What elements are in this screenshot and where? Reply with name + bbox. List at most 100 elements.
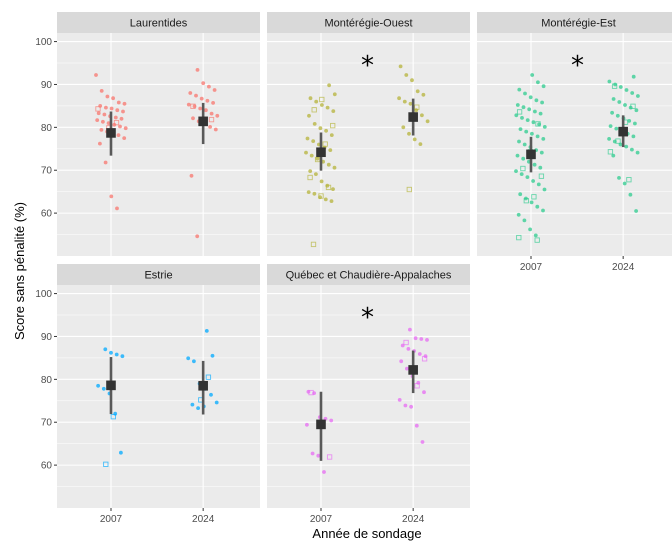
mean-marker [198, 380, 208, 391]
data-point [530, 131, 534, 136]
outlier-point [520, 165, 526, 172]
data-point [116, 100, 121, 105]
data-point [99, 127, 104, 132]
outlier-point [538, 173, 545, 179]
data-point [542, 125, 547, 129]
data-point [196, 406, 201, 410]
data-point [397, 398, 402, 402]
mean-marker [618, 126, 628, 137]
panel-background [57, 285, 260, 508]
outlier-point [318, 193, 324, 199]
x-tick-label: 2007 [310, 514, 333, 525]
outlier-point [406, 186, 412, 193]
data-point [614, 126, 619, 131]
data-point [607, 137, 611, 141]
data-point [408, 101, 413, 106]
panel-title: Montérégie-Ouest [324, 18, 412, 30]
data-point [410, 78, 414, 83]
data-point [215, 113, 220, 118]
data-point [630, 91, 635, 95]
y-tick-label: 80 [41, 375, 53, 386]
data-point [622, 181, 627, 186]
data-point [401, 125, 406, 130]
outlier-point [414, 383, 420, 389]
data-point [422, 390, 426, 395]
data-point [610, 110, 614, 115]
outlier-point [630, 103, 636, 109]
x-tick-label: 2007 [520, 262, 543, 273]
data-point [540, 100, 544, 105]
data-point [533, 233, 538, 238]
data-point [417, 352, 422, 356]
panel-strip [57, 264, 260, 285]
data-point [530, 73, 535, 77]
data-point [409, 404, 413, 409]
outlier-point [307, 174, 313, 181]
significance-asterisk: * [571, 51, 584, 81]
data-point [115, 206, 119, 211]
data-point [322, 470, 326, 474]
data-point [122, 101, 127, 106]
data-point [213, 127, 218, 132]
outlier-point [421, 356, 428, 362]
data-point [109, 194, 114, 199]
outlier-point [208, 116, 215, 123]
data-point [421, 92, 426, 97]
mean-marker [106, 128, 116, 138]
data-point [188, 91, 193, 95]
data-point [318, 126, 323, 131]
data-point [305, 136, 310, 141]
outlier-point [322, 141, 328, 147]
data-point [415, 89, 420, 94]
data-point [515, 153, 520, 158]
panel-strip [267, 12, 470, 33]
data-point [99, 89, 104, 93]
y-tick-label: 80 [41, 123, 53, 134]
data-point [628, 192, 633, 197]
data-point [324, 128, 328, 133]
y-tick-label: 70 [41, 166, 53, 177]
significance-asterisk: * [361, 303, 374, 333]
outlier-point [319, 96, 325, 103]
data-point [516, 212, 521, 217]
data-point [204, 108, 208, 113]
outlier-point [531, 194, 537, 200]
data-point [532, 162, 537, 167]
data-point [534, 98, 539, 103]
data-point [96, 111, 101, 116]
data-point [195, 68, 200, 72]
data-point [304, 150, 308, 155]
data-point [539, 150, 544, 155]
data-point [518, 192, 523, 197]
outlier-point [611, 83, 618, 89]
data-point [192, 104, 197, 109]
outlier-point [308, 389, 314, 396]
data-point [332, 165, 337, 170]
data-point [627, 119, 632, 123]
data-point [114, 352, 119, 357]
data-point [425, 338, 429, 342]
outlier-point [205, 374, 212, 380]
outlier-point [516, 234, 522, 241]
data-point [199, 96, 204, 101]
data-point [205, 98, 210, 103]
data-point [306, 190, 311, 195]
data-point [198, 106, 203, 111]
data-point [189, 173, 194, 178]
data-point [617, 100, 622, 104]
data-point [208, 125, 213, 129]
data-point [525, 118, 530, 122]
data-point [192, 359, 196, 364]
mean-marker [316, 419, 326, 430]
data-point [541, 137, 546, 141]
data-point [309, 153, 314, 158]
data-point [522, 142, 527, 147]
data-point [314, 99, 319, 104]
mean-marker [526, 149, 536, 160]
data-point [332, 92, 337, 97]
data-point [536, 80, 540, 85]
y-tick-label: 100 [35, 37, 52, 48]
data-point [325, 105, 330, 110]
data-point [398, 64, 403, 69]
data-point [615, 113, 620, 118]
